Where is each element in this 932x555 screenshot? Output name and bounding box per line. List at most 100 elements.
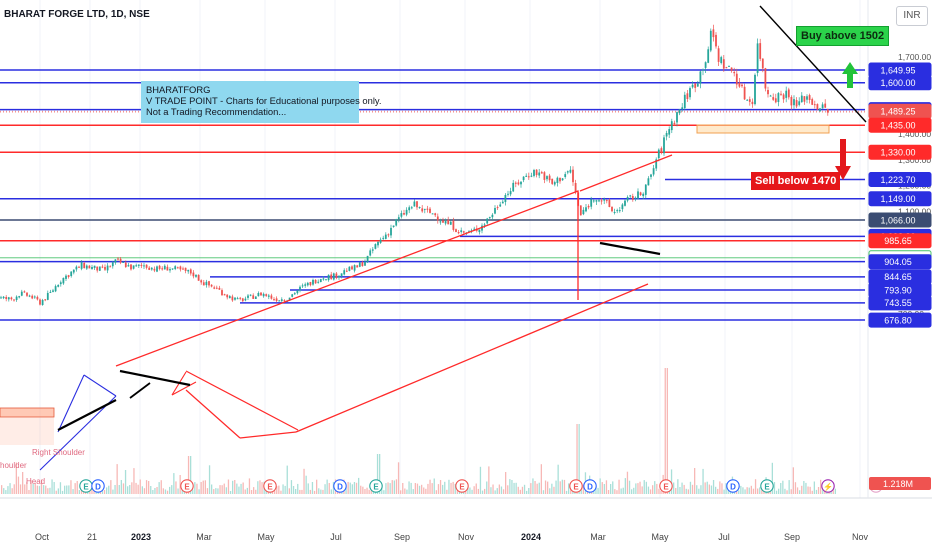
volume-bar [141, 486, 143, 494]
candle-body [379, 239, 382, 243]
candle-body [499, 204, 502, 207]
volume-bar [677, 479, 679, 494]
candle-body [322, 278, 325, 280]
price-tag-label: 1,330.00 [880, 147, 915, 157]
candle-body [397, 217, 400, 220]
volume-bar [255, 489, 257, 494]
candle-body [46, 293, 49, 300]
buy-label: Buy above 1502 [796, 26, 890, 46]
volume-bar [433, 478, 435, 494]
note-box: BHARATFORG V TRADE POINT - Charts for Ed… [141, 81, 382, 123]
volume-bar [605, 480, 608, 494]
candle-body [782, 94, 785, 100]
volume-bar [532, 478, 534, 494]
volume-bar [471, 489, 473, 494]
candle-body [332, 273, 335, 280]
event-badge-icon [369, 479, 383, 493]
candle-body [655, 159, 658, 169]
volume-bar [93, 489, 95, 494]
volume-bar [710, 485, 713, 494]
volume-bar [137, 484, 139, 494]
event-badge-icon [726, 479, 740, 493]
candle-body [777, 93, 780, 102]
candle-body [657, 149, 660, 159]
volume-bar [349, 482, 351, 494]
volume-bar [221, 485, 223, 494]
volume-bar [30, 480, 32, 494]
volume-bar [103, 490, 106, 494]
candle-body [273, 299, 275, 301]
volume-bar [643, 480, 645, 494]
candle-body [33, 296, 36, 298]
candle-body [390, 227, 392, 236]
candle-body [70, 271, 73, 276]
volume-bar [286, 465, 288, 494]
candle-body [148, 267, 151, 270]
candle-body [639, 192, 642, 195]
candle-body [699, 71, 702, 84]
candle-body [301, 285, 304, 287]
currency-button[interactable]: INR [896, 6, 928, 26]
candle-body [361, 262, 364, 267]
candle-body [364, 261, 366, 266]
zone-box [0, 407, 55, 418]
candle-body [163, 265, 166, 270]
volume-bar [620, 488, 622, 494]
volume-bar [36, 485, 38, 494]
candle-body [403, 213, 405, 215]
volume-bar [601, 482, 603, 494]
volume-bar [551, 483, 553, 494]
candle-body [561, 178, 564, 181]
candle-body [213, 287, 216, 289]
zone-box [696, 124, 830, 134]
candle-body [673, 122, 676, 124]
volume-bar [292, 486, 295, 494]
candle-body [494, 208, 496, 214]
candle-body [143, 265, 145, 267]
candle-body [821, 104, 824, 109]
volume-bar [498, 484, 500, 494]
candle-body [824, 103, 827, 108]
candle-body [52, 290, 54, 292]
volume-bar [622, 487, 624, 494]
volume-bar [538, 482, 540, 494]
candle-body [343, 270, 346, 275]
volume-bar [51, 479, 53, 494]
volume-bar [803, 481, 805, 494]
volume-bar [213, 489, 215, 494]
candle-body [595, 200, 598, 202]
price-tag-label: 1,223.70 [880, 175, 915, 185]
volume-bar [376, 454, 379, 494]
volume-bar [297, 483, 299, 494]
candle-body [395, 219, 398, 226]
volume-bar [700, 485, 702, 494]
candle-body [452, 220, 455, 230]
volume-bar [196, 483, 198, 494]
candle-body [650, 174, 652, 177]
candle-body [18, 296, 21, 298]
candle-body [546, 176, 548, 180]
candle-body [2, 296, 5, 299]
candle-body [769, 95, 772, 97]
note-line: BHARATFORG [146, 84, 211, 95]
resistance-line [759, 5, 867, 123]
volume-bar [326, 479, 328, 494]
candle-body [335, 273, 338, 278]
candle-body [10, 297, 13, 300]
price-tag-label: 676.80 [884, 315, 912, 325]
volume-bar [685, 488, 687, 494]
volume-bar [276, 486, 278, 494]
candle-body [416, 201, 418, 208]
candle-body [174, 266, 177, 269]
volume-bar [187, 456, 190, 494]
volume-bar [47, 488, 49, 494]
volume-bar [129, 485, 131, 494]
candle-body [569, 169, 572, 173]
volume-bar [43, 485, 45, 494]
volume-bar [544, 480, 547, 494]
candle-body [431, 213, 434, 215]
candle-body [434, 213, 437, 216]
volume-bar [143, 488, 146, 494]
volume-bar [423, 487, 425, 494]
candle-body [283, 300, 286, 302]
